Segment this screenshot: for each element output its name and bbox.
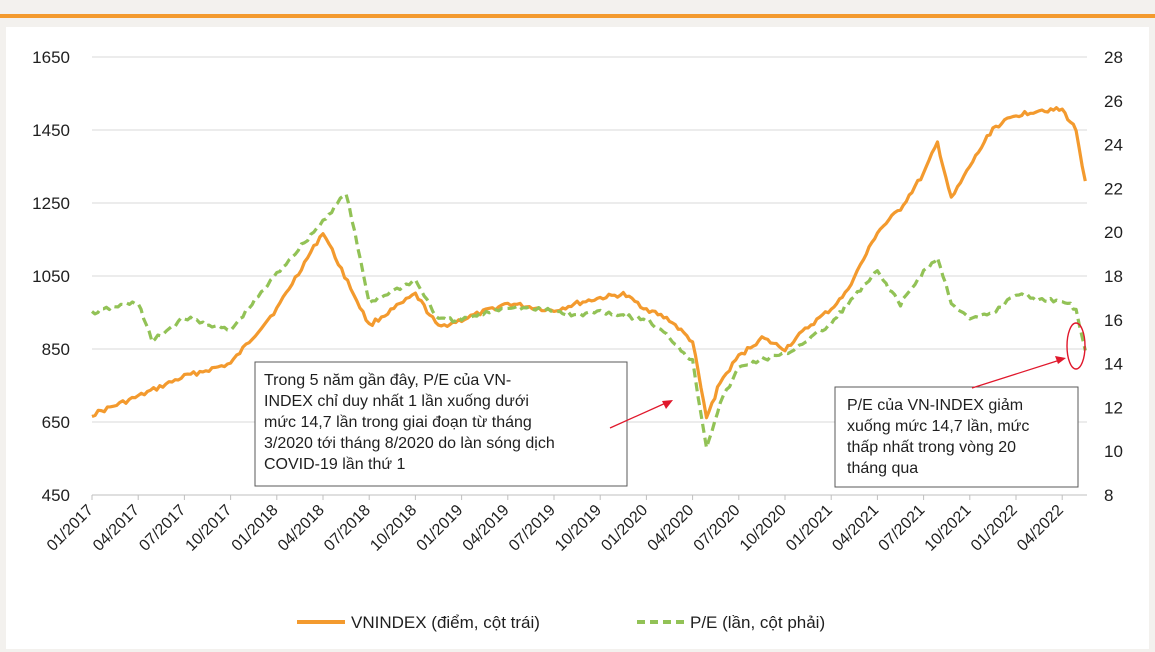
legend: VNINDEX (điểm, cột trái) P/E (lần, cột p… bbox=[297, 613, 825, 632]
annotation-covid-text: Trong 5 năm gần đây, P/E của VN- INDEX c… bbox=[264, 372, 559, 473]
x-tick-label: 01/2019 bbox=[414, 502, 467, 555]
y-right-tick-label: 16 bbox=[1104, 311, 1123, 330]
x-tick-label: 04/2021 bbox=[829, 502, 882, 555]
y-left-tick-label: 650 bbox=[42, 413, 70, 432]
series-lines bbox=[90, 106, 1087, 450]
pe-series-line bbox=[90, 192, 1087, 450]
header-accent-line bbox=[0, 14, 1155, 18]
x-tick-label: 01/2018 bbox=[229, 502, 282, 555]
x-tick-label: 04/2017 bbox=[90, 502, 143, 555]
x-tick-label: 10/2017 bbox=[183, 502, 236, 555]
y-right-tick-label: 18 bbox=[1104, 267, 1123, 286]
y-right-tick-label: 24 bbox=[1104, 136, 1123, 155]
annotation-covid-arrow bbox=[609, 401, 669, 429]
y-right-tick-label: 14 bbox=[1104, 355, 1123, 374]
y-left-tick-label: 1450 bbox=[32, 121, 70, 140]
y-right-tick-label: 12 bbox=[1104, 398, 1123, 417]
annotation-covid-arrowhead bbox=[662, 400, 673, 409]
y-right-tick-label: 10 bbox=[1104, 442, 1123, 461]
annotation-pe-low-line-3: thấp nhất trong vòng 20 bbox=[847, 439, 1016, 456]
y-left-tick-label: 850 bbox=[42, 340, 70, 359]
legend-vnindex-label: VNINDEX (điểm, cột trái) bbox=[351, 613, 540, 632]
y-left-tick-label: 1650 bbox=[32, 48, 70, 67]
y-axis-left: 1650 1450 1250 1050 850 650 450 bbox=[32, 48, 70, 505]
vnindex-series-line bbox=[91, 106, 1087, 420]
annotation-covid: Trong 5 năm gần đây, P/E của VN- INDEX c… bbox=[254, 361, 673, 487]
annotation-pe-low-arrow bbox=[971, 359, 1061, 389]
annotation-pe-low-circle bbox=[1066, 322, 1086, 370]
x-axis: 01/201704/201707/201710/201701/201804/20… bbox=[44, 494, 1087, 555]
annotation-pe-low-arrowhead bbox=[1055, 356, 1066, 364]
x-tick-label: 10/2020 bbox=[737, 502, 790, 555]
y-right-tick-label: 26 bbox=[1104, 92, 1123, 111]
x-tick-label: 07/2019 bbox=[506, 502, 559, 555]
x-tick-label: 04/2018 bbox=[275, 502, 328, 555]
x-tick-label: 01/2022 bbox=[968, 502, 1021, 555]
annotation-pe-low-line-2: xuống mức 14,7 lần, mức bbox=[847, 418, 1029, 435]
annotation-pe-low-line-4: tháng qua bbox=[847, 460, 918, 477]
x-tick-label: 01/2017 bbox=[44, 502, 97, 555]
x-tick-label: 07/2020 bbox=[691, 502, 744, 555]
x-tick-label: 07/2017 bbox=[136, 502, 189, 555]
annotation-covid-line-1: Trong 5 năm gần đây, P/E của VN- bbox=[264, 372, 511, 389]
x-tick-label: 10/2019 bbox=[552, 502, 605, 555]
legend-pe-label: P/E (lần, cột phải) bbox=[690, 613, 825, 632]
x-tick-label: 10/2018 bbox=[367, 502, 420, 555]
y-right-tick-label: 20 bbox=[1104, 223, 1123, 242]
y-right-tick-label: 28 bbox=[1104, 48, 1123, 67]
x-tick-label: 04/2022 bbox=[1014, 502, 1067, 555]
y-left-tick-label: 1050 bbox=[32, 267, 70, 286]
annotation-covid-line-4: 3/2020 tới tháng 8/2020 do làn sóng dịch bbox=[264, 435, 555, 452]
x-tick-label: 04/2020 bbox=[645, 502, 698, 555]
annotation-pe-low: P/E của VN-INDEX giảm xuống mức 14,7 lần… bbox=[834, 322, 1086, 488]
x-tick-label: 07/2018 bbox=[321, 502, 374, 555]
annotation-pe-low-text: P/E của VN-INDEX giảm xuống mức 14,7 lần… bbox=[847, 397, 1034, 477]
x-tick-label: 10/2021 bbox=[922, 502, 975, 555]
annotation-covid-line-3: mức 14,7 lần trong giai đoạn từ tháng bbox=[264, 414, 532, 431]
annotation-covid-line-2: INDEX chỉ duy nhất 1 lần xuống dưới bbox=[264, 393, 529, 410]
x-tick-label: 04/2019 bbox=[460, 502, 513, 555]
y-left-tick-label: 1250 bbox=[32, 194, 70, 213]
y-axis-right: 28 26 24 22 20 18 16 14 12 10 8 bbox=[1104, 48, 1123, 505]
x-tick-label: 07/2021 bbox=[876, 502, 929, 555]
y-left-tick-label: 450 bbox=[42, 486, 70, 505]
x-tick-label: 01/2021 bbox=[783, 502, 836, 555]
chart-panel bbox=[6, 27, 1149, 649]
y-right-tick-label: 22 bbox=[1104, 179, 1123, 198]
annotation-pe-low-line-1: P/E của VN-INDEX giảm bbox=[847, 397, 1023, 414]
annotation-covid-line-5: COVID-19 lần thứ 1 bbox=[264, 456, 406, 473]
x-tick-label: 01/2020 bbox=[598, 502, 651, 555]
y-right-tick-label: 8 bbox=[1104, 486, 1113, 505]
